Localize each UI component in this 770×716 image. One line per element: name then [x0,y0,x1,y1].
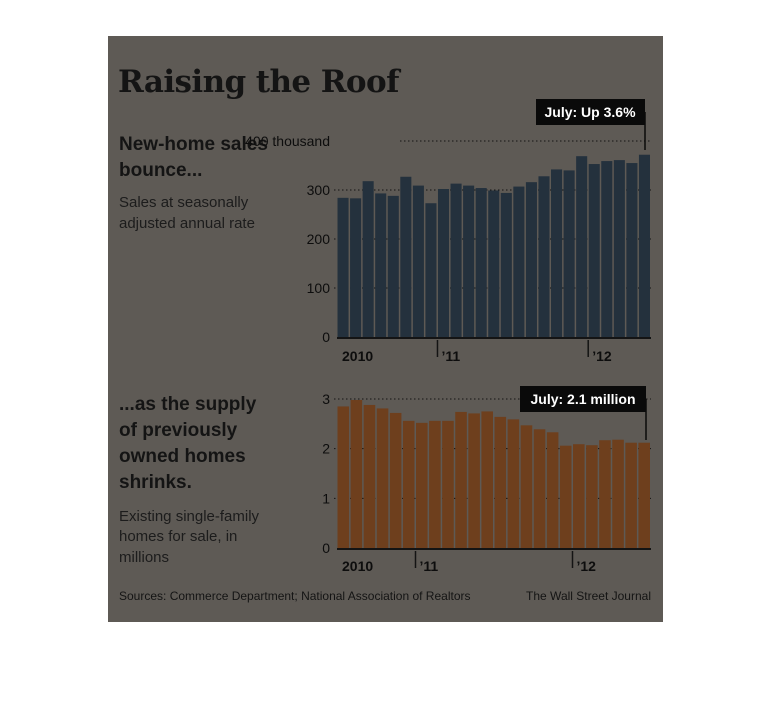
supply-heading-line-1: ...as the supply [119,394,257,415]
sales-xtick-label: 2010 [342,348,373,364]
sales-ytick-label: 0 [322,329,330,345]
sales-bar [375,193,387,337]
supply-bar [612,439,624,548]
sales-description: Sales at seasonally adjusted annual rate [119,194,255,232]
sales-ytick-label: 200 [307,231,331,247]
supply-bar [559,445,572,548]
supply-heading-line-3: owned homes [119,446,246,467]
supply-description-line-2: homes for sale, in [119,528,237,545]
sales-callout-box [536,99,645,125]
sales-bar [500,192,512,337]
sales-bar [638,154,650,337]
sales-bar [387,195,399,337]
sales-bar [362,181,374,337]
sales-ytick-label: 300 [307,182,331,198]
sales-bar [525,182,537,337]
supply-ytick-label: 1 [322,490,330,506]
supply-bar [376,408,389,548]
sources-note: Sources: Commerce Department; National A… [119,589,471,603]
supply-bar [481,411,493,548]
supply-description-line-1: Existing single-family [119,508,260,525]
supply-description: Existing single-family homes for sale, i… [119,508,260,566]
supply-bar [455,411,467,548]
sales-bar [613,160,625,337]
supply-bar [350,399,363,548]
sales-bar [400,176,412,337]
supply-ytick-label: 3 [322,391,330,407]
chart-title: Raising the Roof [118,64,401,100]
supply-bar [337,406,350,548]
sales-bar [576,156,588,337]
sales-bar [601,161,613,337]
supply-heading-line-4: shrinks. [119,472,192,493]
sales-description-line-2: adjusted annual rate [119,215,255,232]
supply-bar [402,420,415,548]
supply-ytick-label: 2 [322,441,330,457]
supply-plot: 0 1 2 3 2010 ’11 ’12 [322,391,651,574]
supply-bar [494,416,507,548]
supply-bar [533,429,546,548]
supply-bar [416,422,428,548]
sales-ytick-label: 400 thousand [245,133,330,149]
sales-bar [350,198,362,337]
supply-bar [638,442,650,548]
sales-xtick-label: ’11 [441,348,460,364]
supply-bar [389,412,402,548]
sales-callout-text: July: Up 3.6% [544,104,636,120]
supply-bar [586,445,598,548]
sales-bar [337,197,349,337]
supply-xtick-label: ’11 [420,558,439,574]
sales-bar [626,163,638,337]
supply-bar [468,413,480,548]
supply-bar [442,420,454,548]
supply-callout-text: July: 2.1 million [530,391,635,407]
supply-bar [520,425,533,548]
sales-description-line-1: Sales at seasonally [119,194,249,211]
supply-bar [625,442,637,548]
sales-bar [412,185,424,337]
supply-description-line-3: millions [119,549,169,566]
supply-bar [507,419,520,548]
sales-callout: July: Up 3.6% [536,99,646,150]
supply-callout: July: 2.1 million [520,386,647,440]
supply-bar [573,444,585,548]
supply-heading: ...as the supply of previously owned hom… [119,394,257,493]
sales-bar [563,170,575,337]
sales-heading: New-home sales bounce... [119,134,268,181]
supply-bar [429,420,441,548]
credit-note: The Wall Street Journal [526,589,651,603]
sales-bar [551,169,563,337]
supply-callout-box [520,386,646,412]
supply-xtick-label: 2010 [342,558,373,574]
sales-bar [588,164,600,337]
sales-bar [538,176,550,337]
sales-ytick-label: 100 [307,280,331,296]
supply-xtick-label: ’12 [577,558,597,574]
supply-bar [363,404,376,548]
sales-bar [475,188,487,337]
sales-heading-line-1: New-home sales [119,134,268,155]
sales-bar [488,190,500,337]
sales-bar [425,203,437,337]
sales-bar [513,186,525,337]
supply-ytick-label: 0 [322,540,330,556]
sales-bar [437,189,450,337]
supply-bar [546,432,559,548]
supply-heading-line-2: of previously [119,420,238,441]
supply-bar [599,440,611,548]
sales-xtick-label: ’12 [592,348,612,364]
sales-heading-line-2: bounce... [119,160,202,181]
sales-plot: 0 100 200 300 400 thousand 2010 ’11 ’12 [245,133,651,364]
sales-bar [450,183,462,337]
sales-bar [463,185,475,337]
